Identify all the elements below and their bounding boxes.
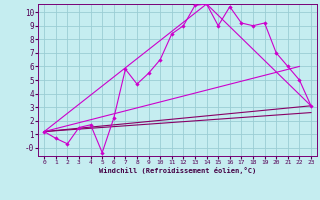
X-axis label: Windchill (Refroidissement éolien,°C): Windchill (Refroidissement éolien,°C) bbox=[99, 167, 256, 174]
